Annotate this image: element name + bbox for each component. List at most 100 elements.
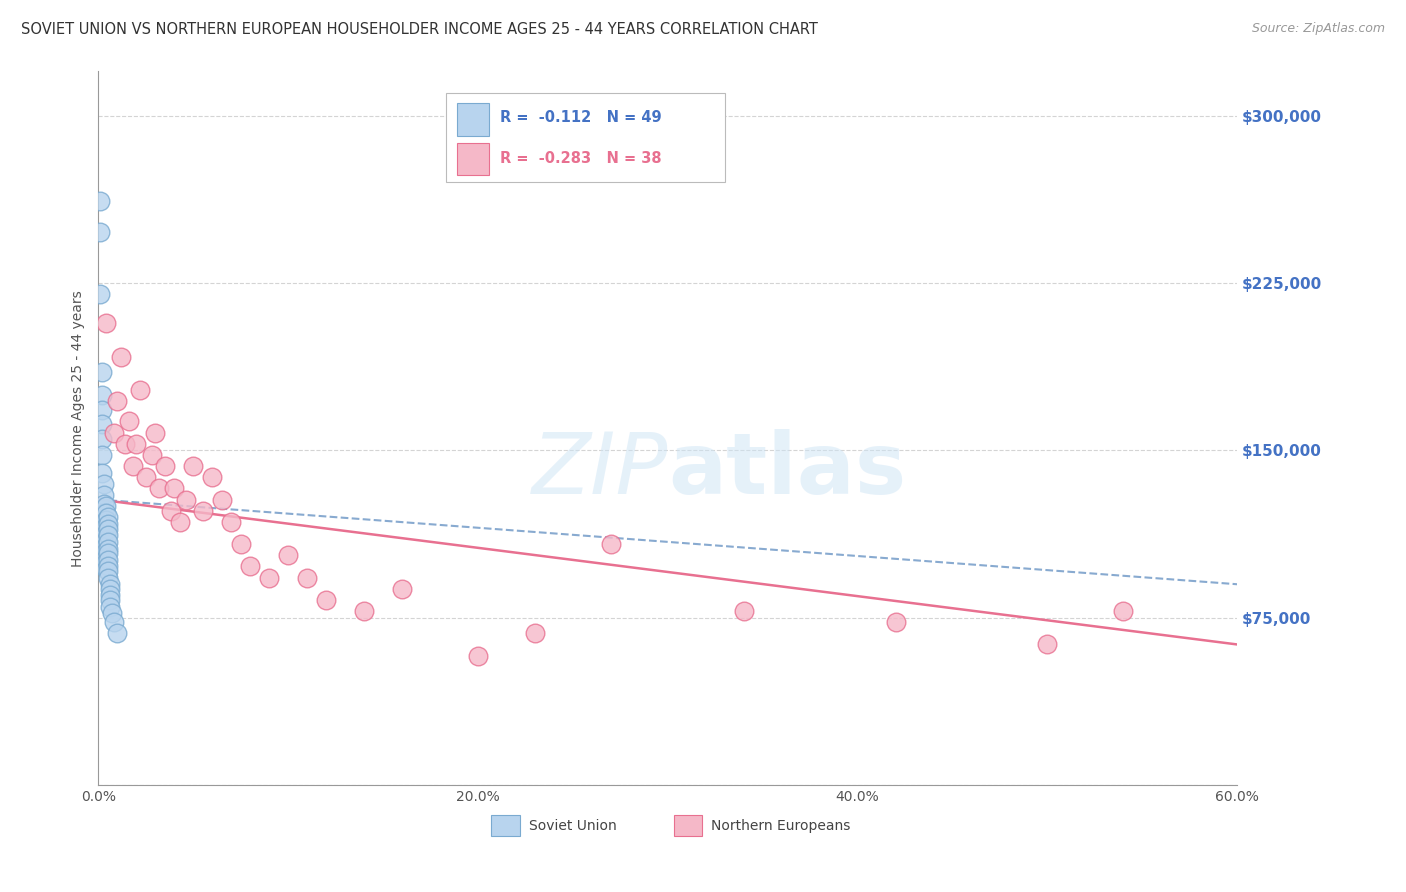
Point <box>93 488 115 502</box>
FancyBboxPatch shape <box>673 815 702 837</box>
Point <box>91 466 114 480</box>
Point <box>163 482 186 496</box>
Text: ZIP: ZIP <box>531 429 668 513</box>
Point <box>600 537 623 551</box>
Y-axis label: Householder Income Ages 25 - 44 years: Householder Income Ages 25 - 44 years <box>72 290 86 566</box>
Point <box>297 571 319 585</box>
Text: R =  -0.112   N = 49: R = -0.112 N = 49 <box>501 111 662 125</box>
Text: Northern Europeans: Northern Europeans <box>711 819 851 832</box>
Point <box>94 500 117 514</box>
Point <box>97 521 120 535</box>
Point <box>94 316 117 330</box>
Point <box>97 564 120 578</box>
Point <box>159 503 181 517</box>
Point <box>125 436 148 450</box>
Point <box>107 394 129 409</box>
Point <box>103 425 125 440</box>
Point <box>97 534 120 549</box>
Point <box>97 510 120 524</box>
Point <box>94 555 117 569</box>
Point <box>93 506 115 520</box>
Point <box>91 366 114 380</box>
Point <box>174 492 197 507</box>
Point <box>229 537 252 551</box>
Point <box>93 524 115 538</box>
FancyBboxPatch shape <box>457 103 489 136</box>
Point <box>98 582 121 596</box>
Point <box>145 425 167 440</box>
Point <box>98 589 121 603</box>
Point <box>94 519 117 533</box>
Point <box>277 548 299 563</box>
Point <box>100 607 122 621</box>
Point <box>93 539 115 553</box>
Point <box>1112 604 1135 618</box>
Point <box>97 559 120 574</box>
Point <box>129 384 152 398</box>
Point <box>97 541 120 556</box>
Point <box>733 604 755 618</box>
Point <box>884 615 907 630</box>
Point <box>239 559 262 574</box>
Point <box>103 615 125 630</box>
Point <box>524 626 547 640</box>
Point <box>91 403 114 417</box>
Point <box>211 492 233 507</box>
Point <box>97 571 120 585</box>
Point <box>91 417 114 431</box>
Point <box>98 577 121 591</box>
Point <box>153 458 176 473</box>
Point <box>259 571 281 585</box>
FancyBboxPatch shape <box>446 93 725 182</box>
Point <box>221 515 243 529</box>
Point <box>97 552 120 567</box>
Point <box>91 387 114 401</box>
Point <box>93 497 115 511</box>
Point <box>135 470 157 484</box>
Point <box>353 604 375 618</box>
Point <box>114 436 136 450</box>
Point <box>467 648 489 663</box>
Text: Soviet Union: Soviet Union <box>529 819 617 832</box>
Point <box>98 592 121 607</box>
Point <box>391 582 413 596</box>
Point <box>148 482 170 496</box>
Point <box>93 546 115 560</box>
Point <box>107 626 129 640</box>
Point <box>89 194 111 208</box>
Point <box>94 506 117 520</box>
Point <box>118 414 141 429</box>
Point <box>89 225 111 239</box>
Point <box>94 539 117 553</box>
Point <box>94 562 117 576</box>
Text: Source: ZipAtlas.com: Source: ZipAtlas.com <box>1251 22 1385 36</box>
Point <box>97 516 120 531</box>
Point <box>97 546 120 560</box>
Point <box>93 533 115 547</box>
FancyBboxPatch shape <box>491 815 520 837</box>
Point <box>89 287 111 301</box>
Point <box>121 458 143 473</box>
Point <box>183 458 205 473</box>
Point <box>169 515 191 529</box>
Point <box>1036 637 1059 651</box>
Point <box>91 448 114 462</box>
Point <box>110 350 132 364</box>
Point <box>94 543 117 558</box>
Point <box>94 525 117 540</box>
Point <box>91 432 114 446</box>
Point <box>97 528 120 542</box>
Point <box>93 515 115 529</box>
Point <box>94 550 117 565</box>
Point <box>191 503 214 517</box>
Text: atlas: atlas <box>668 429 905 513</box>
Point <box>93 476 115 491</box>
Point <box>98 599 121 614</box>
FancyBboxPatch shape <box>457 143 489 175</box>
Point <box>201 470 224 484</box>
Point <box>141 448 163 462</box>
Point <box>315 592 337 607</box>
Text: R =  -0.283   N = 38: R = -0.283 N = 38 <box>501 151 662 166</box>
Point <box>94 533 117 547</box>
Point <box>94 512 117 526</box>
